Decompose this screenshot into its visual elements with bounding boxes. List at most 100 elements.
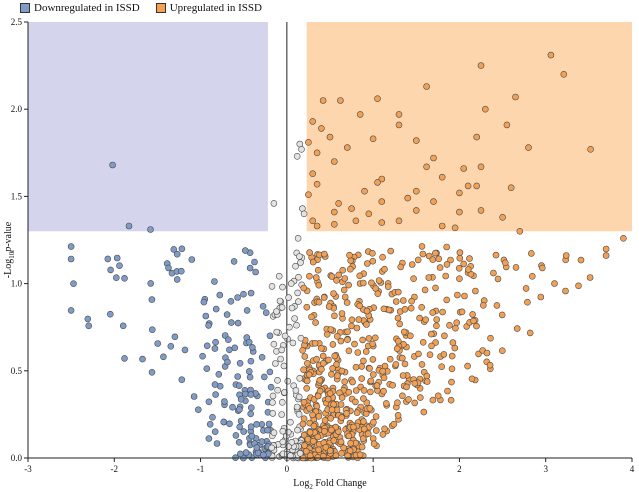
data-point — [374, 179, 381, 186]
background-point — [382, 400, 390, 407]
background-point — [359, 279, 367, 287]
background-point — [401, 360, 409, 368]
background-point — [381, 265, 388, 273]
background-point — [375, 277, 383, 284]
background-point — [392, 361, 400, 368]
background-point — [320, 250, 328, 258]
background-point — [225, 336, 232, 344]
background-point — [453, 319, 461, 327]
data-point — [125, 222, 133, 230]
background-point — [351, 340, 358, 348]
background-point — [367, 377, 375, 385]
background-point — [235, 438, 243, 446]
background-point — [492, 251, 500, 259]
background-point — [403, 383, 410, 391]
background-point — [243, 307, 251, 314]
background-point — [237, 417, 245, 425]
background-point — [379, 367, 387, 375]
background-point — [360, 395, 367, 402]
background-point — [318, 365, 325, 373]
background-point — [426, 351, 434, 359]
x-tick-label: 3 — [543, 464, 548, 474]
background-point — [332, 452, 340, 460]
background-point — [178, 376, 186, 384]
background-point — [358, 363, 366, 370]
background-point — [173, 276, 181, 283]
background-point — [314, 266, 322, 274]
background-point — [399, 392, 406, 400]
background-point — [440, 351, 448, 358]
background-point — [447, 396, 455, 404]
background-point — [297, 334, 305, 342]
background-point — [274, 386, 282, 394]
y-tick-label: 1.0 — [11, 279, 23, 289]
data-point — [313, 149, 321, 157]
background-point — [452, 324, 459, 332]
background-point — [308, 313, 315, 321]
background-point — [396, 320, 404, 328]
background-point — [394, 411, 402, 419]
background-point — [369, 371, 377, 378]
background-point — [173, 250, 181, 258]
background-point — [205, 398, 213, 406]
background-point — [394, 337, 402, 345]
legend-item-downregulated[interactable]: Downregulated in ISSD — [20, 2, 140, 14]
background-point — [236, 359, 244, 367]
background-point — [306, 428, 314, 436]
background-point — [303, 377, 311, 385]
background-point — [309, 437, 317, 445]
background-point — [466, 255, 473, 262]
legend-item-upregulated[interactable]: Upregulated in ISSD — [155, 2, 262, 14]
data-point — [305, 139, 312, 146]
background-point — [370, 440, 378, 448]
background-point — [469, 311, 476, 318]
background-point — [309, 258, 317, 266]
background-point — [456, 249, 464, 256]
data-point — [343, 144, 351, 151]
background-point — [113, 274, 120, 282]
background-point — [352, 387, 360, 394]
background-point — [113, 254, 121, 262]
background-point — [385, 306, 393, 314]
background-point — [448, 365, 456, 373]
background-point — [205, 435, 213, 442]
background-point — [415, 350, 422, 358]
background-point — [487, 334, 494, 342]
background-point — [301, 442, 308, 449]
data-point — [276, 297, 284, 305]
background-point — [345, 347, 353, 355]
background-point — [275, 272, 283, 280]
data-point — [451, 224, 459, 232]
background-point — [390, 420, 398, 428]
background-point — [330, 290, 337, 297]
background-point — [479, 301, 487, 309]
background-point — [411, 399, 419, 407]
background-point — [266, 368, 274, 376]
background-point — [358, 443, 366, 451]
x-axis-label: Log2 Fold Change — [293, 478, 367, 491]
data-point — [300, 210, 308, 218]
background-point — [148, 368, 156, 376]
background-point — [371, 334, 379, 342]
data-point — [460, 165, 468, 172]
background-point — [211, 381, 219, 388]
background-point — [538, 264, 546, 272]
background-point — [165, 264, 172, 272]
background-point — [266, 332, 274, 340]
data-point — [423, 83, 430, 90]
background-point — [498, 347, 506, 355]
background-point — [247, 357, 255, 365]
background-point — [429, 256, 437, 263]
background-point — [231, 344, 239, 352]
data-point — [473, 182, 481, 190]
background-point — [314, 454, 322, 461]
background-point — [320, 294, 328, 301]
background-point — [236, 406, 243, 413]
background-point — [526, 329, 534, 337]
background-point — [306, 272, 313, 280]
upregulated-region — [306, 22, 632, 232]
background-point — [537, 293, 545, 301]
background-point — [416, 394, 424, 401]
data-point — [270, 200, 278, 207]
